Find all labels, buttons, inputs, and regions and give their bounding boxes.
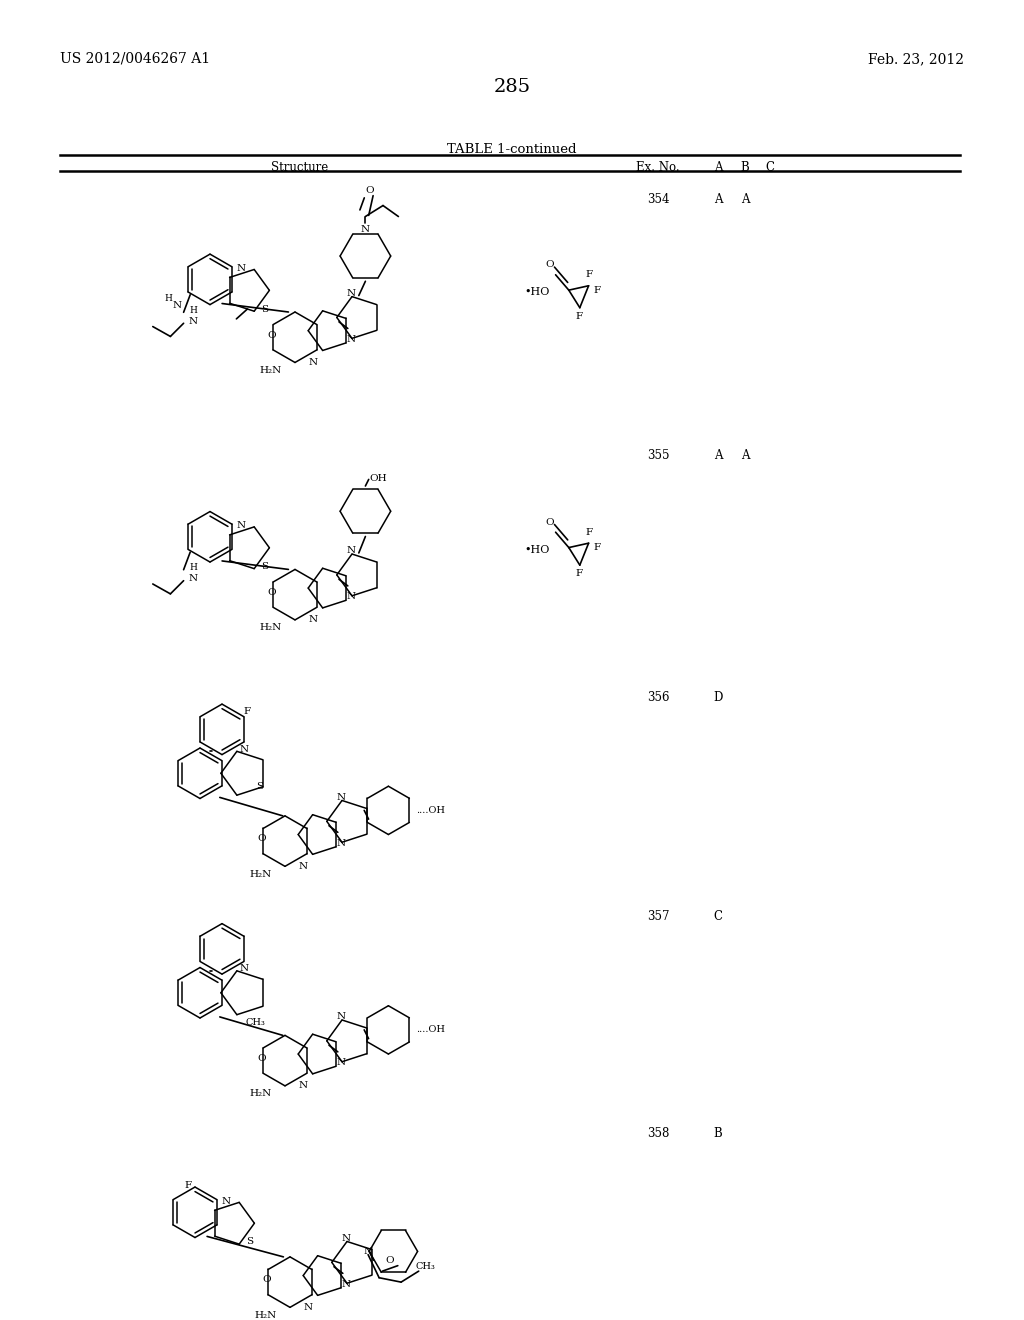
Text: N: N [189, 317, 198, 326]
Text: H₂N: H₂N [250, 870, 271, 879]
Text: N: N [221, 1197, 230, 1205]
Text: Feb. 23, 2012: Feb. 23, 2012 [868, 51, 964, 66]
Text: A: A [714, 449, 722, 462]
Text: S: S [261, 305, 268, 314]
Text: H: H [164, 293, 172, 302]
Text: A: A [714, 161, 722, 174]
Text: S: S [261, 562, 268, 572]
Text: N: N [346, 335, 355, 345]
Text: N: N [308, 358, 317, 367]
Text: N: N [346, 593, 355, 602]
Text: 358: 358 [647, 1127, 670, 1140]
Text: Structure: Structure [271, 161, 329, 174]
Text: N: N [303, 1303, 312, 1312]
Text: N: N [337, 838, 346, 847]
Text: N: N [346, 546, 355, 556]
Text: CH₃: CH₃ [416, 1262, 435, 1271]
Text: Ex. No.: Ex. No. [636, 161, 680, 174]
Text: CH₃: CH₃ [245, 1018, 265, 1027]
Text: N: N [342, 1234, 350, 1242]
Text: S: S [247, 1237, 254, 1246]
Text: H: H [189, 306, 198, 314]
Text: F: F [575, 569, 583, 578]
Text: F: F [575, 312, 583, 321]
Text: H₂N: H₂N [255, 1311, 276, 1320]
Text: 357: 357 [647, 909, 670, 923]
Text: N: N [189, 574, 198, 583]
Text: N: N [337, 1012, 346, 1022]
Text: N: N [237, 264, 246, 273]
Text: N: N [298, 862, 307, 871]
Text: H: H [189, 564, 198, 572]
Text: •HO: •HO [524, 288, 550, 297]
Text: B: B [740, 161, 750, 174]
Text: N: N [346, 289, 355, 298]
Text: 285: 285 [494, 78, 530, 96]
Text: F: F [244, 708, 251, 717]
Text: F: F [585, 528, 592, 537]
Text: N: N [240, 744, 249, 754]
Text: C: C [766, 161, 774, 174]
Text: O: O [258, 834, 266, 843]
Text: O: O [258, 1053, 266, 1063]
Text: N: N [237, 521, 246, 531]
Text: F: F [594, 543, 601, 552]
Text: F: F [185, 1181, 191, 1191]
Text: N: N [308, 615, 317, 624]
Text: ....OH: ....OH [416, 1026, 444, 1035]
Text: O: O [267, 587, 276, 597]
Text: H₂N: H₂N [250, 1089, 271, 1098]
Text: 355: 355 [647, 449, 670, 462]
Text: ....OH: ....OH [416, 807, 444, 814]
Text: N: N [360, 224, 370, 234]
Text: O: O [262, 1275, 271, 1284]
Text: D: D [714, 692, 723, 705]
Text: N: N [342, 1280, 350, 1288]
Text: N: N [337, 793, 346, 801]
Text: 354: 354 [647, 193, 670, 206]
Text: N: N [298, 1081, 307, 1090]
Text: O: O [267, 330, 276, 339]
Text: A: A [714, 193, 722, 206]
Text: N: N [172, 301, 181, 310]
Text: N: N [364, 1247, 373, 1255]
Text: O: O [366, 186, 374, 194]
Text: US 2012/0046267 A1: US 2012/0046267 A1 [60, 51, 210, 66]
Text: N: N [337, 1059, 346, 1068]
Text: 356: 356 [647, 692, 670, 705]
Text: F: F [585, 271, 592, 280]
Text: A: A [740, 193, 750, 206]
Text: N: N [240, 964, 249, 973]
Text: TABLE 1-continued: TABLE 1-continued [447, 143, 577, 156]
Text: •HO: •HO [524, 545, 550, 554]
Text: H₂N: H₂N [259, 366, 282, 375]
Text: A: A [740, 449, 750, 462]
Text: F: F [594, 285, 601, 294]
Text: C: C [714, 909, 723, 923]
Text: B: B [714, 1127, 722, 1140]
Text: OH: OH [370, 474, 387, 483]
Text: O: O [386, 1255, 394, 1265]
Text: S: S [256, 781, 263, 791]
Text: O: O [546, 260, 554, 269]
Text: O: O [546, 517, 554, 527]
Text: H₂N: H₂N [259, 623, 282, 632]
